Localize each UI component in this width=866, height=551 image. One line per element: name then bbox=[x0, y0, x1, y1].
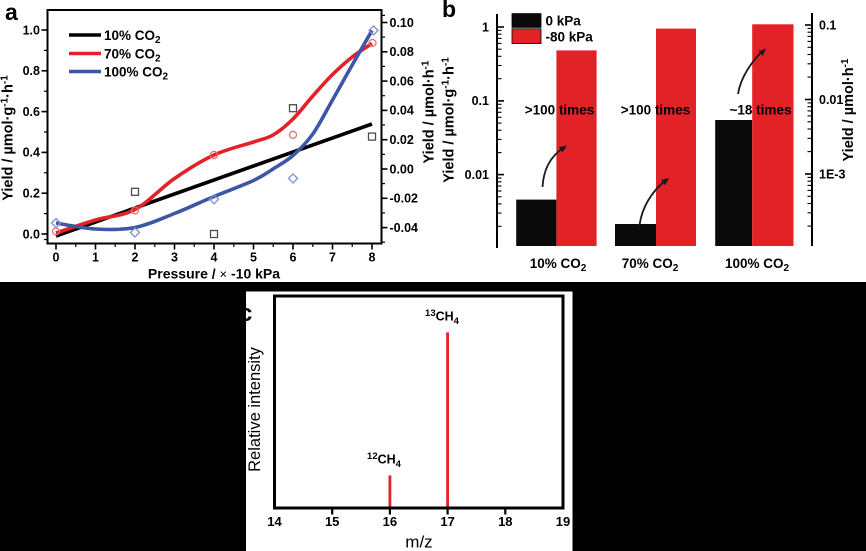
svg-text:1.0: 1.0 bbox=[23, 23, 40, 37]
svg-text:a: a bbox=[5, 0, 18, 25]
svg-text:10% CO2: 10% CO2 bbox=[530, 256, 587, 274]
svg-text:0.4: 0.4 bbox=[23, 146, 40, 160]
svg-text:14: 14 bbox=[267, 514, 282, 529]
svg-text:-0.02: -0.02 bbox=[390, 192, 419, 206]
svg-text:Yield / µmol·g-1·h-1: Yield / µmol·g-1·h-1 bbox=[0, 75, 17, 201]
svg-text:0.1: 0.1 bbox=[819, 18, 836, 32]
svg-text:Yield / µmol·g-1·h-1: Yield / µmol·g-1·h-1 bbox=[441, 57, 458, 183]
svg-text:1: 1 bbox=[92, 251, 99, 265]
svg-text:18: 18 bbox=[498, 514, 512, 529]
svg-text:0.01: 0.01 bbox=[819, 93, 843, 107]
svg-text:-80 kPa: -80 kPa bbox=[546, 30, 594, 45]
svg-text:0.10: 0.10 bbox=[390, 16, 414, 30]
svg-text:>100 times: >100 times bbox=[621, 103, 690, 118]
svg-text:Relative intensity: Relative intensity bbox=[246, 346, 264, 471]
svg-text:0.08: 0.08 bbox=[390, 45, 414, 59]
svg-text:17: 17 bbox=[440, 514, 454, 529]
svg-text:7: 7 bbox=[329, 251, 336, 265]
svg-text:0.2: 0.2 bbox=[23, 187, 40, 201]
svg-text:c: c bbox=[239, 300, 252, 327]
svg-text:0.0: 0.0 bbox=[23, 227, 40, 241]
svg-text:0: 0 bbox=[53, 251, 60, 265]
svg-text:3: 3 bbox=[171, 251, 178, 265]
svg-text:~18 times: ~18 times bbox=[730, 103, 792, 118]
svg-text:0.04: 0.04 bbox=[390, 104, 414, 118]
svg-text:15: 15 bbox=[325, 514, 339, 529]
svg-text:0 kPa: 0 kPa bbox=[546, 14, 582, 29]
svg-text:b: b bbox=[442, 0, 456, 22]
svg-text:100% CO2: 100% CO2 bbox=[725, 256, 790, 274]
svg-text:Yield / µmol·h-1: Yield / µmol·h-1 bbox=[840, 58, 857, 161]
svg-text:10% CO2: 10% CO2 bbox=[104, 28, 161, 46]
svg-text:0.6: 0.6 bbox=[23, 105, 40, 119]
svg-text:16: 16 bbox=[383, 514, 397, 529]
svg-text:Yield / µmol·h-1: Yield / µmol·h-1 bbox=[421, 60, 438, 163]
svg-text:m/z: m/z bbox=[405, 533, 432, 551]
svg-text:4: 4 bbox=[211, 251, 218, 265]
svg-text:12CH4: 12CH4 bbox=[367, 451, 402, 470]
svg-text:70% CO2: 70% CO2 bbox=[622, 256, 679, 274]
svg-text:13CH4: 13CH4 bbox=[425, 308, 460, 327]
svg-text:0.1: 0.1 bbox=[472, 94, 489, 108]
svg-text:0.8: 0.8 bbox=[23, 64, 40, 78]
svg-text:2: 2 bbox=[132, 251, 139, 265]
svg-text:-0.04: -0.04 bbox=[390, 221, 419, 235]
svg-text:6: 6 bbox=[290, 251, 297, 265]
svg-text:100% CO2: 100% CO2 bbox=[104, 65, 169, 83]
svg-text:Pressure / × -10 kPa: Pressure / × -10 kPa bbox=[148, 266, 280, 282]
svg-text:5: 5 bbox=[250, 251, 257, 265]
svg-text:70% CO2: 70% CO2 bbox=[104, 47, 161, 65]
svg-text:>100 times: >100 times bbox=[525, 103, 594, 118]
svg-text:0.02: 0.02 bbox=[390, 133, 414, 147]
svg-text:1E-3: 1E-3 bbox=[819, 167, 845, 181]
svg-text:0.00: 0.00 bbox=[390, 162, 414, 176]
svg-text:8: 8 bbox=[369, 251, 376, 265]
svg-text:0.06: 0.06 bbox=[390, 74, 414, 88]
svg-text:0.01: 0.01 bbox=[465, 168, 489, 182]
svg-text:19: 19 bbox=[556, 514, 570, 529]
svg-text:1: 1 bbox=[482, 20, 489, 34]
